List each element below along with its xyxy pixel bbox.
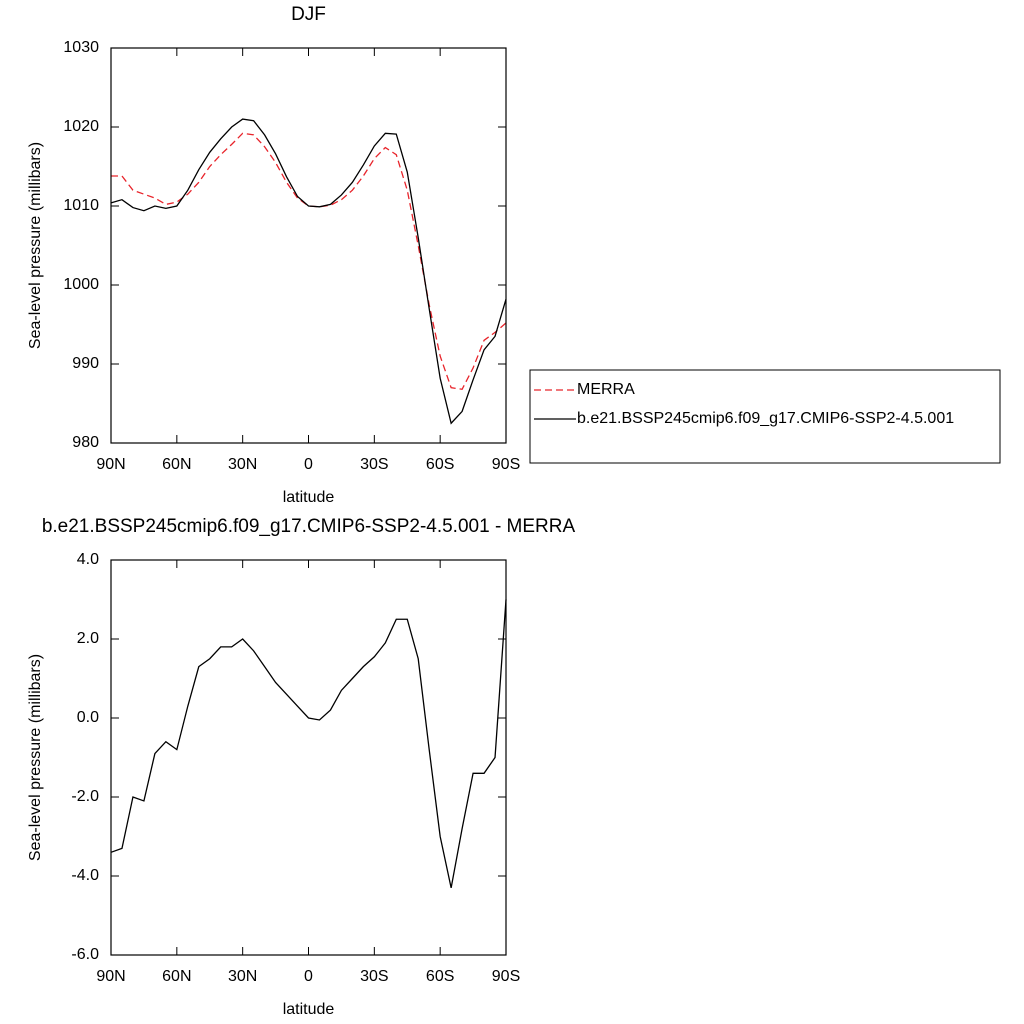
- x-tick-label: 60N: [162, 968, 191, 985]
- x-tick-label: 30N: [228, 456, 257, 473]
- y-axis-label: Sea-level pressure (millibars): [27, 654, 44, 861]
- data-line: [110, 599, 507, 888]
- chart-title: b.e21.BSSP245cmip6.f09_g17.CMIP6-SSP2-4.…: [42, 516, 576, 537]
- x-tick-label: 30S: [360, 968, 388, 985]
- x-tick-label: 30S: [360, 456, 388, 473]
- x-axis-label: latitude: [283, 489, 335, 506]
- legend-label: MERRA: [577, 381, 635, 398]
- y-tick-label: 1020: [63, 118, 99, 135]
- y-tick-label: 4.0: [77, 551, 99, 568]
- y-tick-label: 1000: [63, 276, 99, 293]
- x-tick-label: 90S: [492, 456, 520, 473]
- y-tick-label: 1010: [63, 197, 99, 214]
- x-tick-label: 0: [304, 456, 313, 473]
- x-tick-label: 90N: [96, 456, 125, 473]
- x-tick-label: 90S: [492, 968, 520, 985]
- data-line: [111, 132, 507, 390]
- x-tick-label: 0: [304, 968, 313, 985]
- y-tick-label: 2.0: [77, 630, 99, 647]
- x-tick-label: 90N: [96, 968, 125, 985]
- y-tick-label: -6.0: [71, 946, 99, 963]
- x-axis-label: latitude: [283, 1001, 335, 1018]
- plot-frame: [110, 47, 507, 444]
- chart-title: DJF: [291, 4, 326, 25]
- x-tick-label: 60S: [426, 456, 454, 473]
- y-tick-label: -2.0: [71, 788, 99, 805]
- legend-label: b.e21.BSSP245cmip6.f09_g17.CMIP6-SSP2-4.…: [577, 410, 954, 427]
- x-tick-label: 60S: [426, 968, 454, 985]
- data-line: [110, 118, 507, 425]
- x-tick-label: 60N: [162, 456, 191, 473]
- y-tick-label: -4.0: [71, 867, 99, 884]
- y-tick-label: 1030: [63, 39, 99, 56]
- y-axis-label: Sea-level pressure (millibars): [27, 142, 44, 349]
- plot-frame: [110, 559, 507, 956]
- x-tick-label: 30N: [228, 968, 257, 985]
- y-tick-label: 990: [72, 355, 99, 372]
- y-tick-label: 0.0: [77, 709, 99, 726]
- y-tick-label: 980: [72, 434, 99, 451]
- legend-box: [529, 369, 1001, 464]
